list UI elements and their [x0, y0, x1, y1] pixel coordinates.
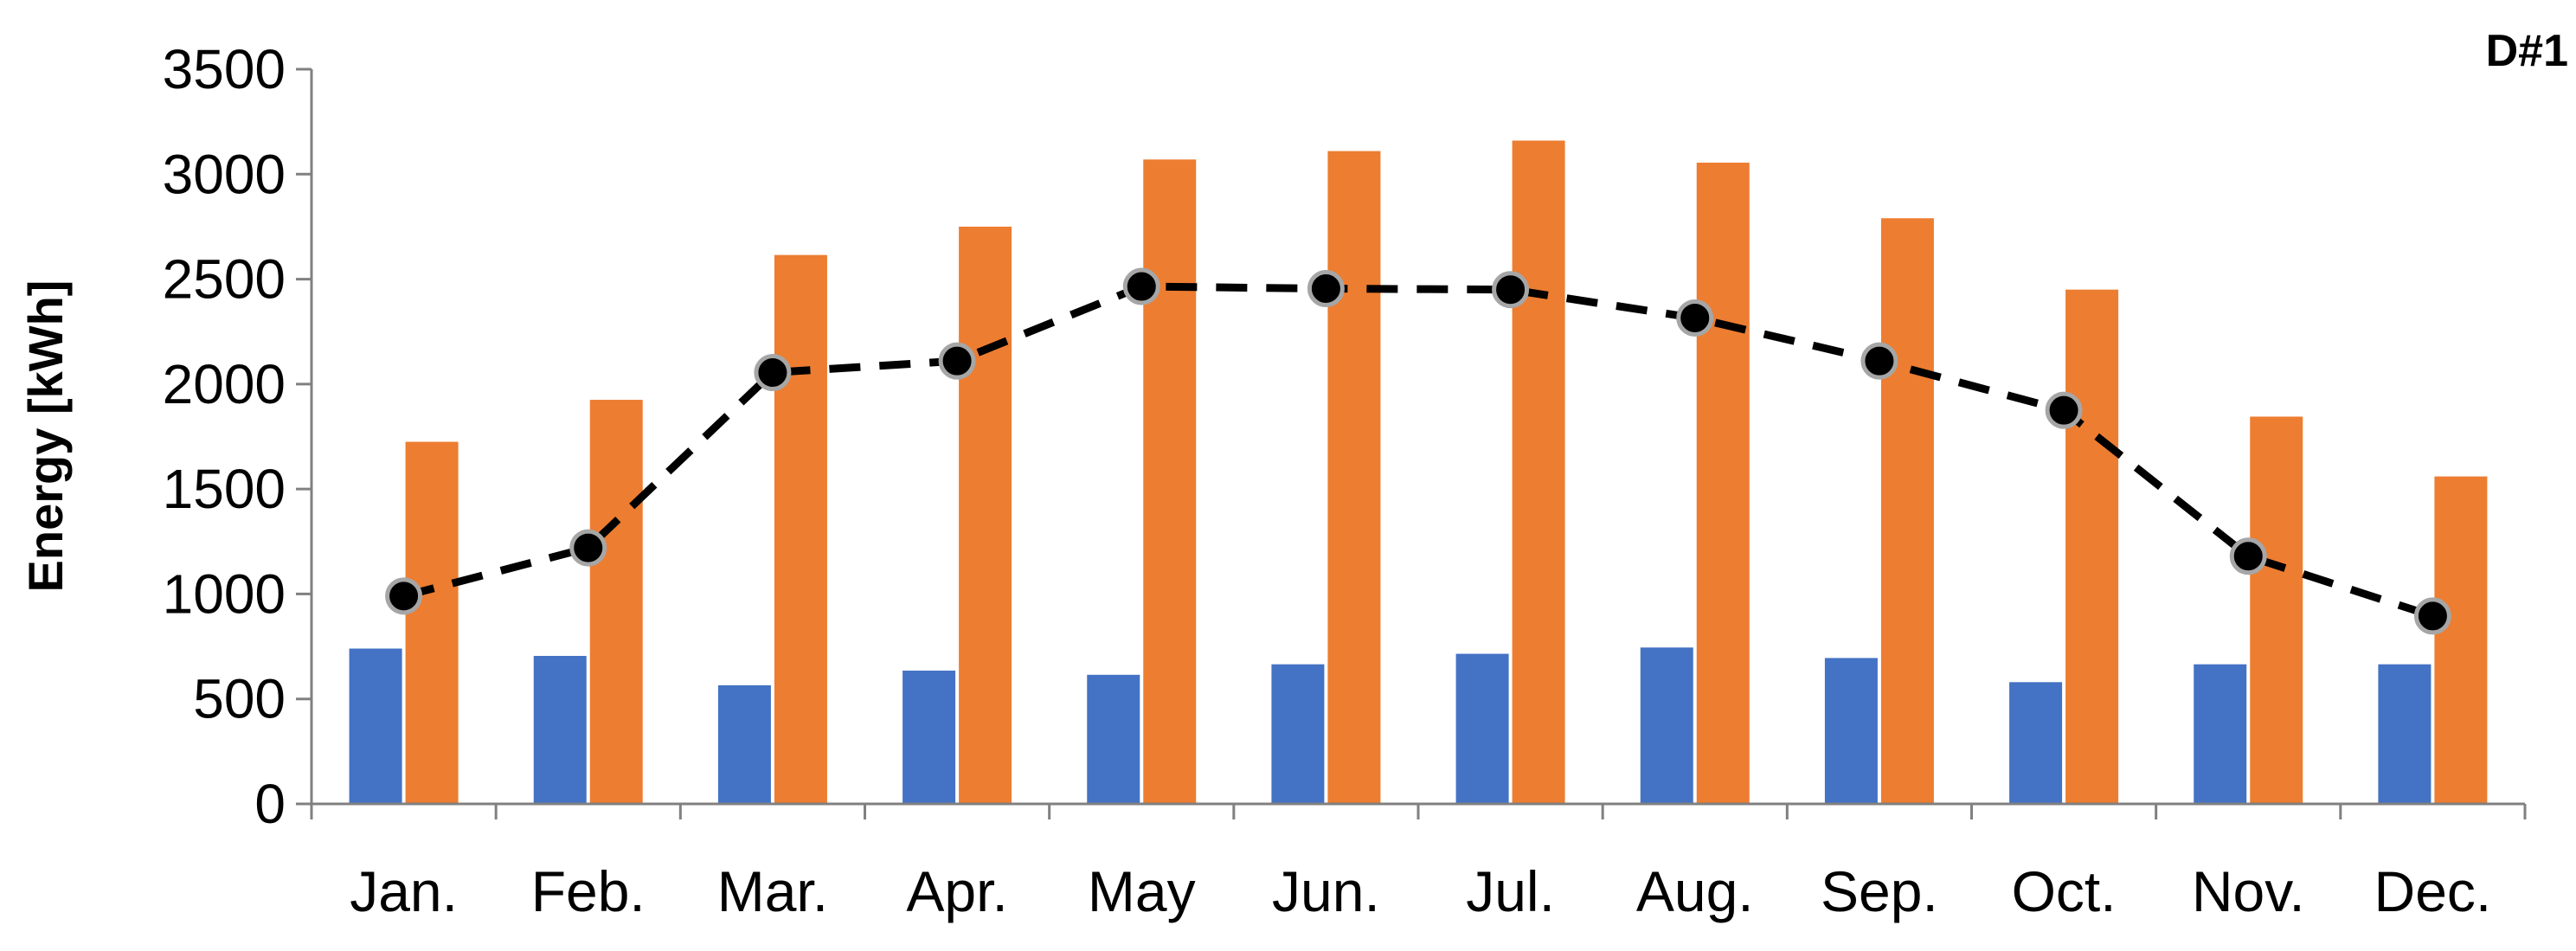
x-tick-label: Oct.: [2012, 859, 2117, 923]
line-point-10: [2229, 537, 2267, 575]
line-point-9: [2045, 391, 2083, 429]
line-layer: [385, 267, 2451, 635]
bar-series2-10: [2250, 416, 2303, 804]
bar-series2-0: [405, 441, 459, 804]
x-tick-label: Feb.: [531, 859, 646, 923]
panel-label: D#1: [2486, 26, 2568, 76]
bar-series1-10: [2194, 664, 2247, 804]
bars-layer: [349, 140, 2488, 805]
y-axis-title: Energy [kWh]: [18, 280, 73, 593]
labels-layer: 0 500 1000 1500 2000 2500 3000 3500 Jan. Feb. Mar.…: [163, 38, 2492, 923]
line-point-11: [2413, 597, 2451, 635]
axis-layer: [296, 67, 2527, 819]
bar-series2-7: [1696, 162, 1750, 805]
line-point-7: [1676, 299, 1714, 337]
line-point-8: [1860, 342, 1898, 380]
bar-series1-7: [1640, 647, 1693, 804]
y-tick-label: 2500: [163, 248, 286, 311]
y-tick-label: 2000: [163, 353, 286, 415]
y-tick-label: 3500: [163, 38, 286, 100]
bar-series2-11: [2434, 476, 2488, 804]
x-tick-label: May: [1088, 859, 1196, 923]
bar-series2-8: [1880, 218, 1934, 804]
x-tick-label: Jun.: [1272, 859, 1380, 923]
bar-series2-6: [1512, 140, 1565, 804]
x-tick-label: Nov.: [2192, 859, 2305, 923]
bar-series1-0: [349, 648, 402, 804]
bar-series1-2: [717, 684, 771, 804]
line-point-1: [569, 529, 607, 567]
bar-series2-9: [2065, 289, 2119, 804]
bar-series2-3: [959, 226, 1012, 804]
bar-series1-1: [533, 655, 587, 804]
bar-series1-6: [1455, 653, 1509, 804]
bar-series1-11: [2378, 664, 2431, 804]
bar-series2-5: [1327, 151, 1381, 805]
line-point-6: [1492, 271, 1530, 309]
y-tick-label: 0: [254, 773, 286, 835]
y-tick-label: 3000: [163, 143, 286, 205]
line-point-2: [754, 354, 792, 392]
y-tick-label: 1500: [163, 458, 286, 520]
line-point-5: [1307, 269, 1345, 307]
x-tick-label: Apr.: [906, 859, 1007, 923]
x-tick-label: Aug.: [1636, 859, 1754, 923]
line-series-path: [402, 282, 2434, 620]
x-tick-label: Sep.: [1821, 859, 1938, 923]
bar-series1-8: [1824, 658, 1878, 804]
y-tick-label: 1000: [163, 562, 286, 625]
bar-series1-4: [1087, 674, 1140, 804]
x-tick-label: Mar.: [717, 859, 828, 923]
bar-series1-9: [2009, 682, 2063, 804]
bar-series2-1: [589, 400, 643, 804]
line-point-3: [938, 342, 976, 380]
bar-series1-3: [903, 670, 956, 804]
x-tick-label: Jul.: [1466, 859, 1555, 923]
y-tick-label: 500: [193, 668, 286, 730]
x-tick-label: Dec.: [2374, 859, 2492, 923]
bar-series1-5: [1271, 664, 1325, 804]
x-tick-label: Jan.: [350, 859, 458, 923]
bar-series2-2: [774, 254, 827, 804]
line-point-0: [385, 577, 423, 615]
bar-series2-4: [1143, 159, 1197, 804]
line-point-4: [1122, 267, 1160, 305]
